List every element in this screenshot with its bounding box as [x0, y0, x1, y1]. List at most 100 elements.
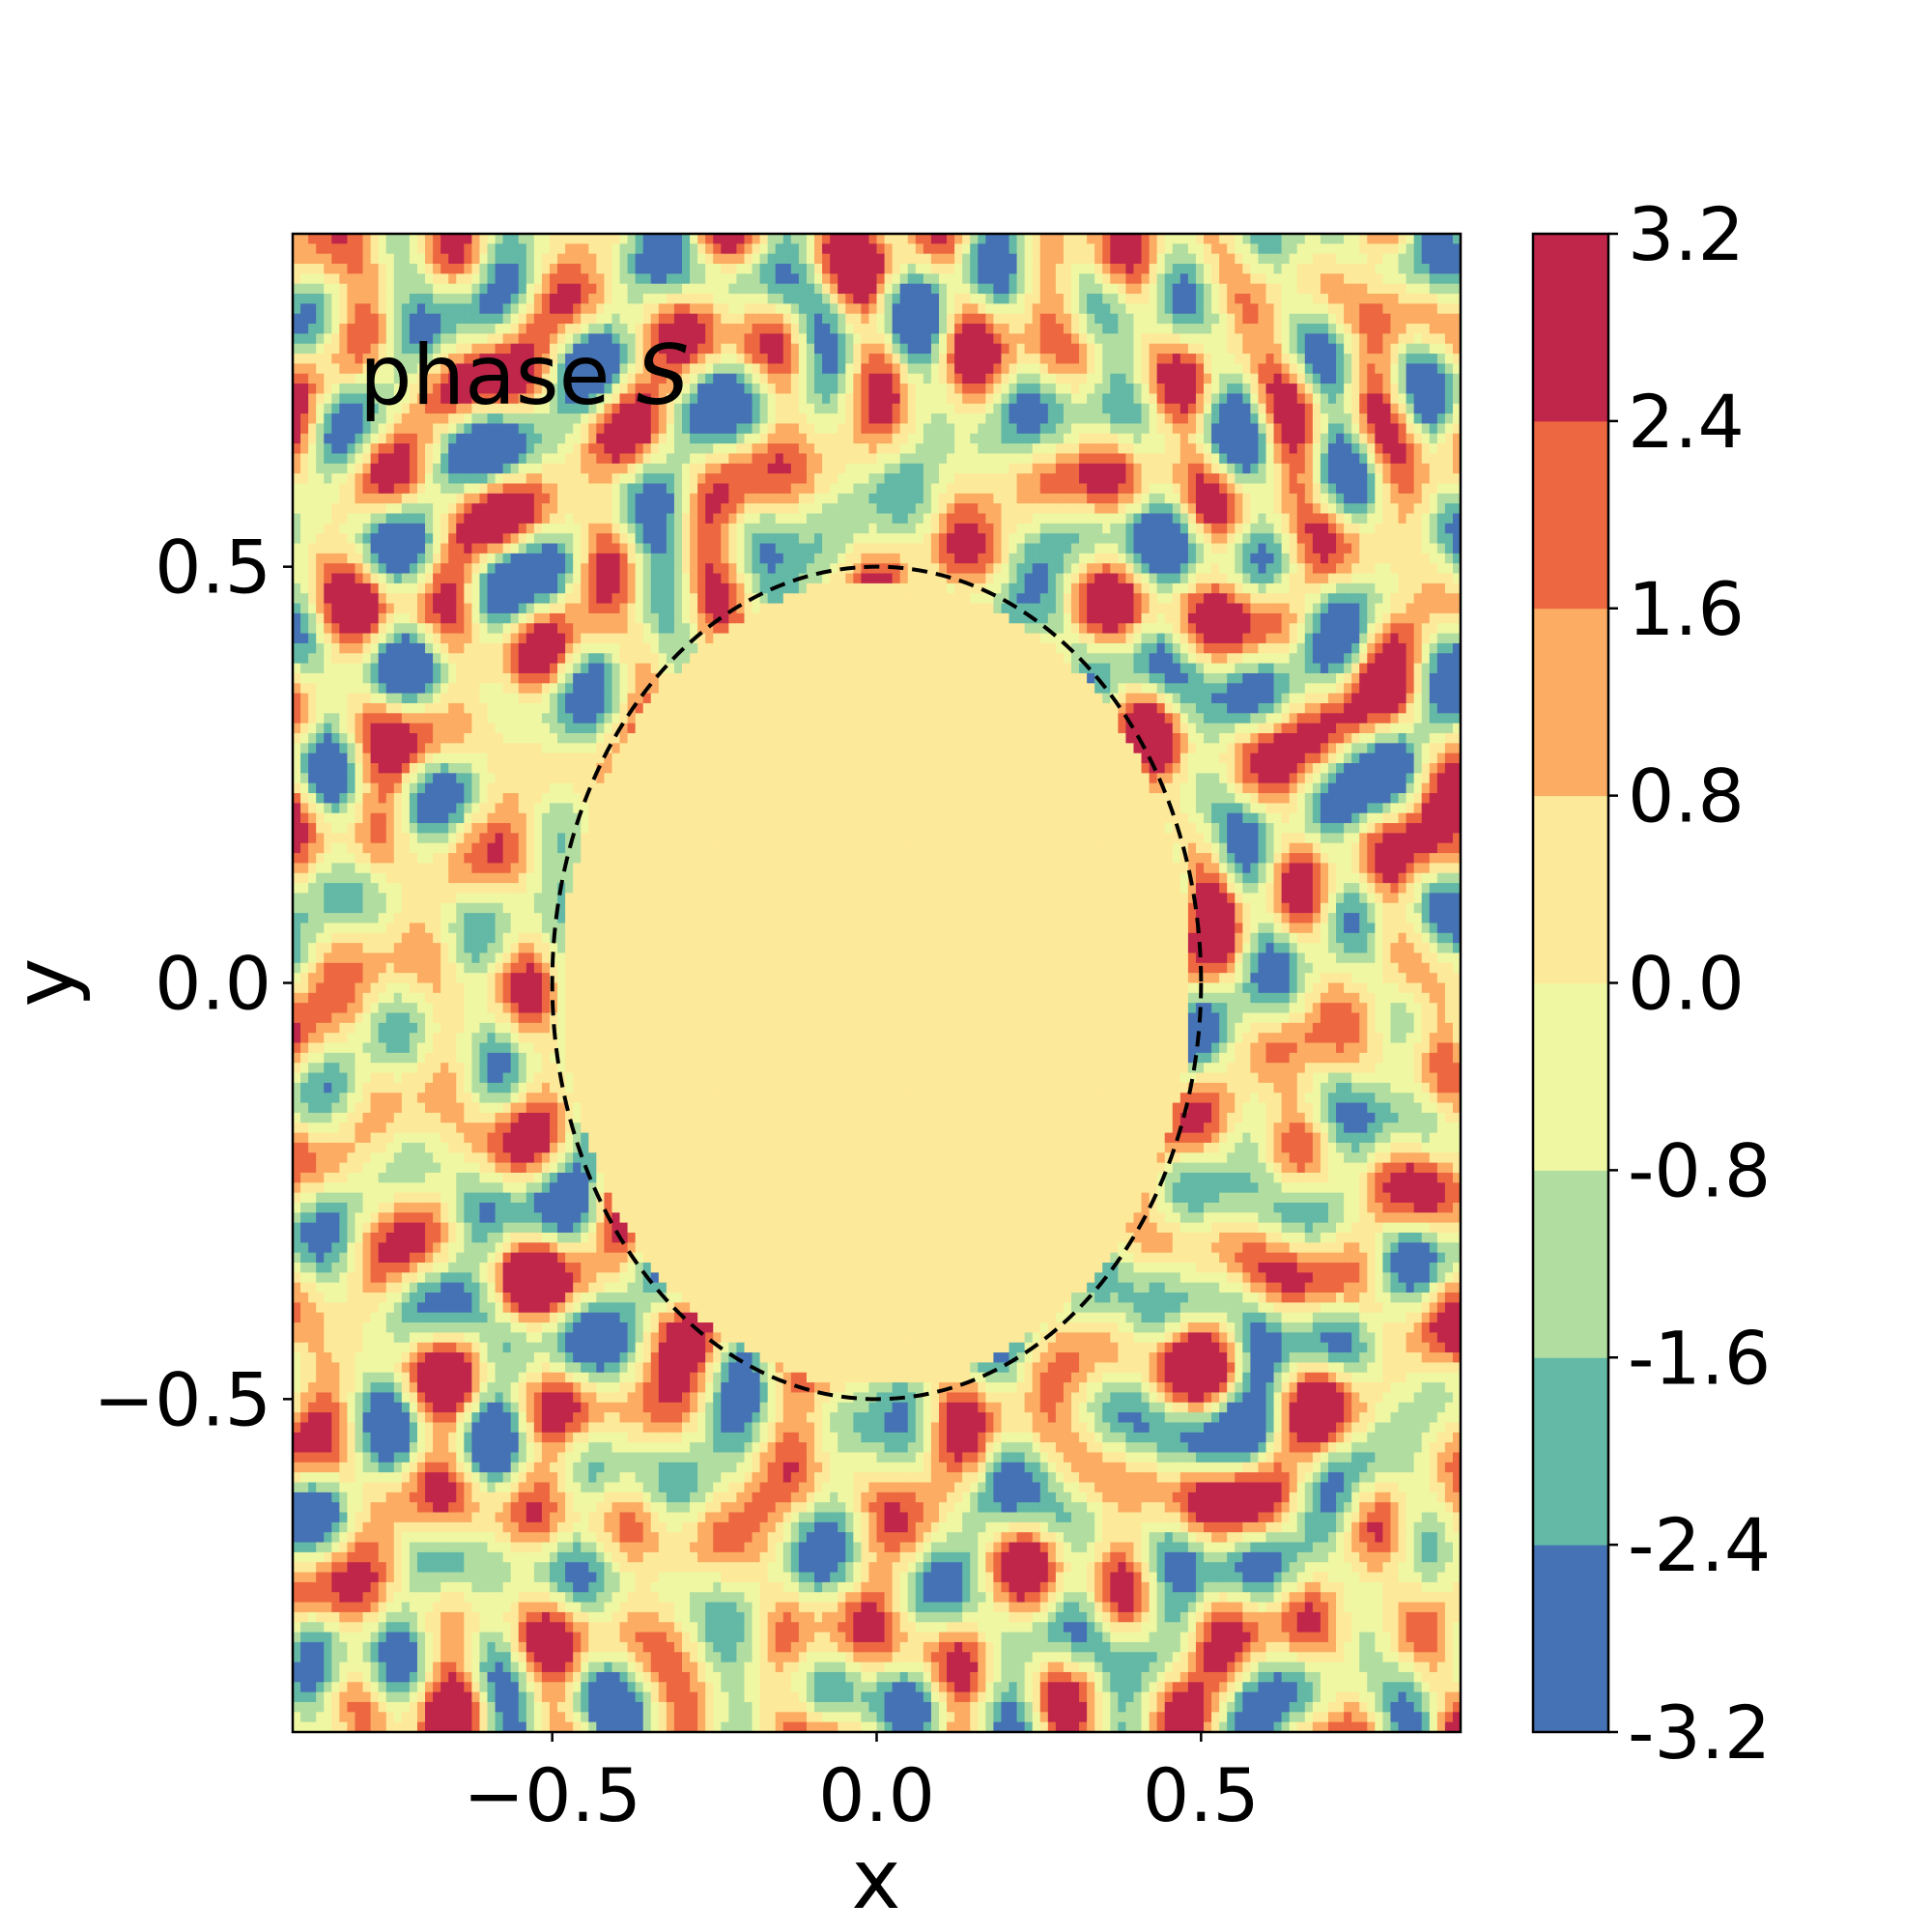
- field-cell: [1344, 434, 1352, 444]
- field-cell: [853, 514, 862, 525]
- field-cell: [519, 303, 527, 314]
- field-cell: [868, 494, 877, 504]
- field-cell: [550, 264, 558, 274]
- field-cell: [1250, 354, 1259, 364]
- field-cell: [526, 254, 535, 265]
- field-cell: [744, 354, 753, 364]
- field-cell: [371, 464, 380, 474]
- field-cell: [1344, 423, 1352, 434]
- field-cell: [838, 473, 846, 484]
- field-cell: [347, 554, 355, 564]
- field-cell: [1414, 254, 1423, 265]
- field-cell: [690, 314, 698, 325]
- field-cell: [947, 413, 955, 424]
- field-cell: [1009, 524, 1018, 534]
- field-cell: [1133, 514, 1142, 525]
- field-cell: [1102, 284, 1111, 295]
- field-cell: [604, 514, 612, 525]
- field-cell: [1344, 264, 1352, 274]
- field-cell: [1437, 404, 1446, 414]
- field-cell: [1064, 284, 1072, 295]
- field-cell: [744, 294, 753, 304]
- field-cell: [1242, 333, 1251, 344]
- field-cell: [542, 473, 551, 484]
- field-cell: [900, 544, 909, 554]
- field-cell: [1110, 333, 1119, 344]
- field-cell: [822, 434, 831, 444]
- field-cell: [363, 314, 372, 325]
- field-cell: [939, 363, 948, 374]
- field-cell: [1367, 344, 1376, 355]
- field-cell: [1133, 434, 1142, 444]
- field-cell: [308, 354, 317, 364]
- field-cell: [1266, 264, 1275, 274]
- field-cell: [1321, 453, 1329, 464]
- field-cell: [853, 333, 862, 344]
- field-cell: [1009, 384, 1018, 394]
- field-cell: [488, 443, 497, 454]
- field-cell: [1242, 254, 1251, 265]
- field-cell: [636, 524, 644, 534]
- field-cell: [728, 413, 737, 424]
- field-cell: [845, 464, 854, 474]
- field-cell: [534, 494, 543, 504]
- field-cell: [339, 423, 348, 434]
- field-cell: [1204, 494, 1212, 504]
- field-cell: [970, 314, 979, 325]
- field-cell: [814, 544, 823, 554]
- field-cell: [651, 453, 660, 464]
- field-cell: [1048, 434, 1057, 444]
- field-cell: [1250, 384, 1259, 394]
- field-cell: [1437, 503, 1446, 514]
- field-cell: [1133, 494, 1142, 504]
- field-cell: [496, 273, 504, 284]
- field-cell: [324, 324, 332, 334]
- field-cell: [581, 273, 589, 284]
- field-cell: [611, 273, 620, 284]
- field-cell: [542, 294, 551, 304]
- field-cell: [1359, 484, 1368, 495]
- field-cell: [838, 554, 846, 564]
- field-cell: [542, 273, 551, 284]
- field-cell: [456, 494, 465, 504]
- field-cell: [293, 503, 301, 514]
- field-cell: [573, 544, 582, 554]
- field-cell: [1414, 314, 1423, 325]
- field-cell: [1110, 533, 1119, 544]
- field-cell: [503, 314, 512, 325]
- field-cell: [768, 413, 777, 424]
- field-cell: [440, 464, 449, 474]
- field-cell: [1437, 254, 1446, 265]
- field-cell: [776, 503, 784, 514]
- field-cell: [721, 243, 729, 254]
- field-cell: [659, 264, 668, 274]
- field-cell: [1040, 443, 1049, 454]
- field-cell: [783, 544, 792, 554]
- field-cell: [519, 473, 527, 484]
- field-cell: [331, 413, 340, 424]
- field-cell: [316, 374, 325, 384]
- field-cell: [402, 503, 411, 514]
- field-cell: [1173, 404, 1181, 414]
- field-cell: [690, 294, 698, 304]
- field-cell: [573, 314, 582, 325]
- field-cell: [1211, 524, 1220, 534]
- field-cell: [464, 473, 472, 484]
- field-cell: [728, 464, 737, 474]
- field-cell: [1094, 443, 1103, 454]
- field-cell: [1087, 273, 1095, 284]
- field-cell: [1274, 243, 1283, 254]
- field-cell: [697, 434, 706, 444]
- field-cell: [931, 324, 940, 334]
- field-cell: [471, 473, 480, 484]
- field-cell: [861, 363, 869, 374]
- field-cell: [1009, 484, 1018, 495]
- field-cell: [1227, 473, 1236, 484]
- field-cell: [1180, 324, 1189, 334]
- field-cell: [838, 494, 846, 504]
- field-cell: [1313, 544, 1321, 554]
- field-cell: [371, 503, 380, 514]
- field-cell: [1056, 413, 1065, 424]
- field-cell: [893, 503, 901, 514]
- field-cell: [728, 404, 737, 414]
